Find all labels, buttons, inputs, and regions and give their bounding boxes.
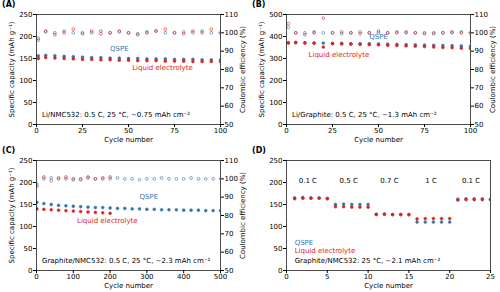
svg-text:Cycle number: Cycle number	[104, 136, 153, 144]
svg-text:100: 100	[269, 99, 282, 107]
svg-text:Cycle number: Cycle number	[354, 136, 403, 144]
html-text:(C): (C)	[2, 146, 16, 155]
svg-text:60: 60	[225, 102, 234, 110]
svg-text:20: 20	[445, 273, 454, 281]
svg-text:0: 0	[34, 127, 38, 135]
svg-text:0.5 C: 0.5 C	[340, 177, 358, 185]
svg-text:50: 50	[124, 127, 133, 135]
svg-text:110: 110	[475, 11, 488, 19]
svg-text:0.1 C: 0.1 C	[299, 177, 317, 185]
svg-text:Coulombic efficiency (%): Coulombic efficiency (%)	[239, 26, 247, 113]
svg-text:400: 400	[177, 273, 190, 281]
svg-text:300: 300	[140, 273, 153, 281]
svg-text:75: 75	[420, 127, 429, 135]
svg-text:0: 0	[284, 127, 288, 135]
svg-text:80: 80	[225, 212, 234, 220]
svg-text:200: 200	[19, 179, 32, 187]
svg-text:Specific capacity (mAh g⁻¹): Specific capacity (mAh g⁻¹)	[258, 21, 266, 117]
svg-text:150: 150	[19, 55, 32, 63]
svg-text:75: 75	[170, 127, 179, 135]
svg-text:Coulombic efficiency (%): Coulombic efficiency (%)	[489, 26, 497, 113]
svg-text:300: 300	[269, 55, 282, 63]
svg-text:QSPE: QSPE	[140, 193, 159, 201]
svg-text:400: 400	[269, 33, 282, 41]
svg-text:200: 200	[269, 179, 282, 187]
svg-text:0.7 C: 0.7 C	[380, 177, 398, 185]
svg-text:500: 500	[269, 11, 282, 19]
svg-text:0.1 C: 0.1 C	[462, 177, 480, 185]
svg-text:200: 200	[19, 33, 32, 41]
svg-text:90: 90	[475, 47, 484, 55]
svg-text:80: 80	[475, 66, 484, 74]
svg-text:Li/NMC532: 0.5 C, 25 °C, ~0.75: Li/NMC532: 0.5 C, 25 °C, ~0.75 mAh cm⁻²	[42, 111, 190, 119]
html-text:(B): (B)	[252, 0, 266, 9]
svg-text:Graphite/NMC532: 0.5 C, 25 °C,: Graphite/NMC532: 0.5 C, 25 °C, ~2.3 mAh …	[42, 257, 210, 265]
svg-text:100: 100	[213, 127, 228, 136]
svg-text:Liquid electrolyte: Liquid electrolyte	[295, 247, 356, 255]
svg-text:250: 250	[19, 11, 32, 19]
svg-text:250: 250	[269, 157, 282, 165]
svg-text:QSPE: QSPE	[110, 45, 129, 53]
svg-text:QSPE: QSPE	[295, 239, 314, 247]
svg-text:60: 60	[225, 248, 234, 256]
svg-text:Li/Graphite: 0.5 C, 25 °C, ~1.: Li/Graphite: 0.5 C, 25 °C, ~1.3 mAh cm⁻²	[292, 111, 437, 119]
svg-text:110: 110	[225, 157, 238, 165]
svg-text:100: 100	[269, 223, 282, 231]
svg-text:100: 100	[463, 127, 478, 136]
svg-text:50: 50	[225, 267, 234, 275]
svg-text:Graphite/NMC532: 25 °C, ~2.1 m: Graphite/NMC532: 25 °C, ~2.1 mAh cm⁻²	[295, 257, 441, 265]
svg-text:70: 70	[475, 84, 484, 92]
svg-text:200: 200	[269, 77, 282, 85]
svg-text:Cycle number: Cycle number	[364, 282, 413, 290]
svg-text:Specific capacity (mAh g⁻¹): Specific capacity (mAh g⁻¹)	[8, 21, 16, 117]
svg-text:50: 50	[475, 121, 484, 129]
svg-text:100: 100	[19, 223, 32, 231]
svg-text:100: 100	[475, 29, 488, 37]
svg-text:90: 90	[225, 47, 234, 55]
svg-text:0: 0	[278, 121, 282, 129]
svg-text:25: 25	[486, 273, 495, 281]
svg-text:Liquid electrolyte: Liquid electrolyte	[77, 217, 138, 225]
svg-text:50: 50	[374, 127, 383, 135]
svg-text:0: 0	[28, 267, 32, 275]
svg-text:100: 100	[225, 29, 238, 37]
html-text:(D): (D)	[252, 146, 266, 155]
svg-text:150: 150	[19, 201, 32, 209]
svg-text:250: 250	[19, 157, 32, 165]
svg-text:0: 0	[278, 267, 282, 275]
svg-text:100: 100	[225, 175, 238, 183]
svg-text:Coulombic efficiency (%): Coulombic efficiency (%)	[239, 172, 247, 259]
svg-text:Liquid electrolyte: Liquid electrolyte	[309, 51, 370, 59]
svg-text:200: 200	[103, 273, 116, 281]
svg-text:90: 90	[225, 193, 234, 201]
html-text:(A): (A)	[2, 0, 16, 9]
svg-text:80: 80	[225, 66, 234, 74]
svg-text:15: 15	[404, 273, 413, 281]
svg-text:100: 100	[67, 273, 80, 281]
svg-text:0: 0	[28, 121, 32, 129]
svg-text:100: 100	[19, 77, 32, 85]
svg-text:10: 10	[364, 273, 373, 281]
svg-text:50: 50	[24, 99, 33, 107]
svg-text:25: 25	[328, 127, 337, 135]
svg-text:110: 110	[225, 11, 238, 19]
svg-text:500: 500	[213, 273, 228, 282]
svg-text:60: 60	[475, 102, 484, 110]
svg-text:50: 50	[24, 245, 33, 253]
svg-text:70: 70	[225, 230, 234, 238]
svg-text:50: 50	[274, 245, 283, 253]
svg-text:50: 50	[225, 121, 234, 129]
svg-text:Liquid electrolyte: Liquid electrolyte	[132, 64, 193, 72]
svg-text:70: 70	[225, 84, 234, 92]
svg-text:Specific capacity (mAh g⁻¹): Specific capacity (mAh g⁻¹)	[8, 167, 16, 263]
svg-text:1 C: 1 C	[425, 177, 437, 185]
svg-text:150: 150	[269, 201, 282, 209]
svg-text:0: 0	[34, 273, 38, 281]
svg-text:QSPE: QSPE	[369, 33, 388, 41]
svg-text:5: 5	[325, 273, 329, 281]
svg-text:0: 0	[284, 273, 288, 281]
svg-text:25: 25	[78, 127, 87, 135]
svg-text:Cycle number: Cycle number	[104, 282, 153, 290]
